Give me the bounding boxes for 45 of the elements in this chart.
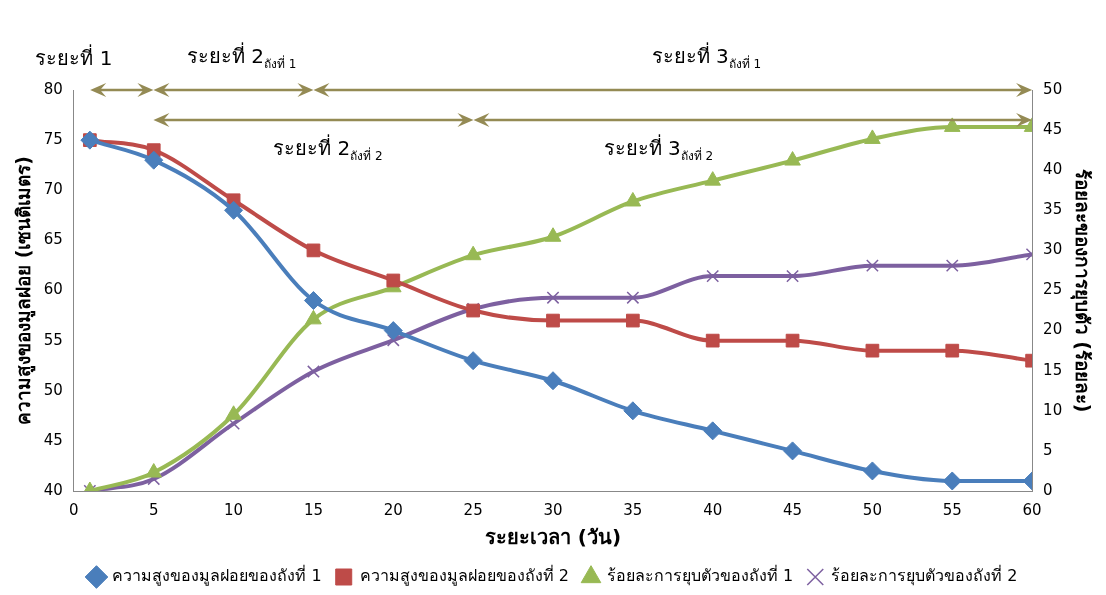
legend-label: ร้อยละการยุบตัวของถังที่ 2 bbox=[831, 564, 1018, 587]
y-tick-label: 40 bbox=[43, 480, 63, 499]
y2-tick-label: 40 bbox=[1043, 160, 1063, 179]
x-tick-label: 40 bbox=[703, 500, 723, 519]
y-axis-title: ความสูงของมูลฝอย (เซนติเมตร) bbox=[12, 156, 37, 425]
y2-tick-label: 20 bbox=[1043, 320, 1063, 339]
y2-tick-label: 10 bbox=[1043, 400, 1063, 419]
x-tick-label: 55 bbox=[942, 500, 962, 519]
y2-tick-label: 50 bbox=[1043, 79, 1063, 98]
x-tick-label: 45 bbox=[783, 500, 803, 519]
x-axis-title: ระยะเวลา (วัน) bbox=[484, 525, 622, 550]
y-tick-label: 75 bbox=[43, 130, 63, 149]
y2-tick-label: 5 bbox=[1043, 440, 1053, 459]
x-tick-label: 35 bbox=[623, 500, 643, 519]
annotation: ระยะที่ 3$_{ถังที่ 2}$ bbox=[603, 136, 714, 163]
y2-tick-label: 0 bbox=[1043, 480, 1053, 499]
text: ระยะที่ 3$_{ถังที่ 1}$ bbox=[651, 44, 762, 71]
legend-label: ความสูงของมูลฝอยของถังที่ 1 bbox=[112, 564, 322, 587]
y2-tick-label: 45 bbox=[1043, 119, 1063, 138]
y2-axis-title: ร้อยละของการยุบตัว (ร้อยละ) bbox=[1069, 168, 1094, 413]
y-tick-label: 60 bbox=[43, 280, 63, 299]
y2-tick-label: 25 bbox=[1043, 280, 1063, 299]
y-tick-label: 65 bbox=[43, 230, 63, 249]
x-tick-label: 0 bbox=[69, 500, 79, 519]
annotation: ระยะที่ 2$_{ถังที่ 2}$ bbox=[273, 136, 383, 163]
x-tick-label: 10 bbox=[224, 500, 244, 519]
x-tick-label: 50 bbox=[862, 500, 882, 519]
x-tick-label: 30 bbox=[543, 500, 563, 519]
x-tick-label: 15 bbox=[303, 500, 323, 519]
text: ระยะที่ 1 bbox=[35, 46, 113, 70]
x-tick-label: 60 bbox=[1022, 500, 1042, 519]
y-tick-label: 50 bbox=[43, 380, 63, 399]
y-tick-label: 55 bbox=[43, 330, 63, 349]
legend-label: ความสูงของมูลฝอยของถังที่ 2 bbox=[359, 564, 569, 587]
y-tick-label: 80 bbox=[43, 79, 63, 98]
y-tick-label: 70 bbox=[43, 180, 63, 199]
y2-tick-label: 35 bbox=[1043, 200, 1063, 219]
y2-tick-label: 30 bbox=[1043, 240, 1063, 259]
legend-label: ร้อยละการยุบตัวของถังที่ 1 bbox=[607, 564, 794, 587]
x-tick-label: 20 bbox=[383, 500, 403, 519]
y-tick-label: 45 bbox=[43, 430, 63, 449]
text: ระยะที่ 2$_{ถังที่ 1}$ bbox=[186, 44, 297, 71]
x-tick-label: 25 bbox=[463, 500, 483, 519]
x-tick-label: 5 bbox=[148, 500, 159, 519]
y2-tick-label: 15 bbox=[1043, 360, 1063, 379]
